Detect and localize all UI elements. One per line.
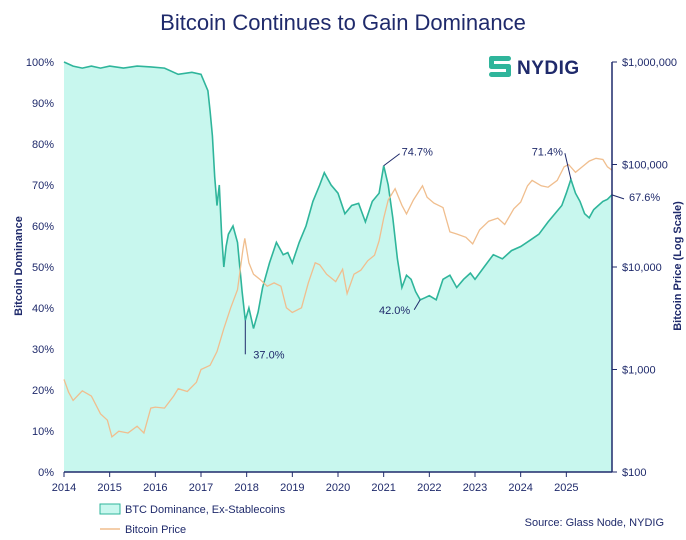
legend: BTC Dominance, Ex-Stablecoins Bitcoin Pr… (99, 503, 286, 536)
chart-title: Bitcoin Continues to Gain Dominance (160, 10, 526, 35)
source-note: Source: Glass Node, NYDIG (525, 517, 664, 529)
right-tick-label: $1,000,000 (622, 57, 677, 69)
right-tick-label: $100,000 (622, 160, 668, 172)
left-tick-label: 100% (26, 57, 54, 69)
dominance-area (64, 62, 612, 472)
annotations: 74.7% 37.0% 42.0% 71.4% 67.6% (244, 146, 660, 361)
legend-label-dominance: BTC Dominance, Ex-Stablecoins (125, 504, 286, 516)
left-tick-label: 10% (32, 426, 54, 438)
left-tick-label: 0% (38, 467, 54, 479)
x-tick-label: 2021 (371, 482, 395, 494)
annotation-label: 37.0% (253, 349, 284, 361)
x-tick-label: 2023 (463, 482, 487, 494)
annotation-leader (383, 153, 400, 167)
left-tick-label: 60% (32, 221, 54, 233)
x-tick-label: 2015 (97, 482, 121, 494)
x-tick-label: 2018 (234, 482, 258, 494)
x-tick-label: 2025 (554, 482, 578, 494)
annotation-leader (564, 153, 572, 180)
right-tick-label: $100 (622, 467, 646, 479)
annotation-label: 67.6% (629, 192, 660, 204)
annotation-label: 42.0% (379, 305, 410, 317)
x-tick-label: 2020 (326, 482, 350, 494)
right-tick-label: $10,000 (622, 262, 662, 274)
x-tick-label: 2022 (417, 482, 441, 494)
legend-swatch-dominance (99, 503, 121, 515)
price-line (63, 157, 613, 439)
x-tick-label: 2019 (280, 482, 304, 494)
annotation-label: 71.4% (532, 146, 563, 158)
left-tick-label: 70% (32, 180, 54, 192)
annotation-label: 74.7% (402, 147, 433, 159)
left-tick-label: 40% (32, 303, 54, 315)
left-axis-title: Bitcoin Dominance (13, 216, 25, 316)
left-tick-label: 50% (32, 262, 54, 274)
dominance-line (63, 61, 613, 329)
axes: 2014 2015 2016 2017 2018 2019 2020 2021 2022 2023… (26, 57, 677, 494)
x-tick-label: 2017 (189, 482, 213, 494)
logo-text: NYDIG (517, 58, 580, 79)
annotation-leader (413, 299, 421, 311)
legend-label-price: Bitcoin Price (125, 524, 186, 536)
left-tick-label: 20% (32, 385, 54, 397)
x-tick-label: 2016 (143, 482, 167, 494)
annotation-leader (611, 194, 625, 200)
x-tick-label: 2014 (52, 482, 76, 494)
left-tick-label: 80% (32, 139, 54, 151)
x-tick-label: 2024 (508, 482, 532, 494)
nydig-logo-icon (489, 56, 511, 77)
right-tick-label: $1,000 (622, 365, 656, 377)
left-tick-label: 30% (32, 344, 54, 356)
right-axis-title: Bitcoin Price (Log Scale) (672, 201, 684, 331)
left-tick-label: 90% (32, 98, 54, 110)
plot-area (63, 61, 613, 472)
nydig-logo: NYDIG (489, 56, 580, 79)
